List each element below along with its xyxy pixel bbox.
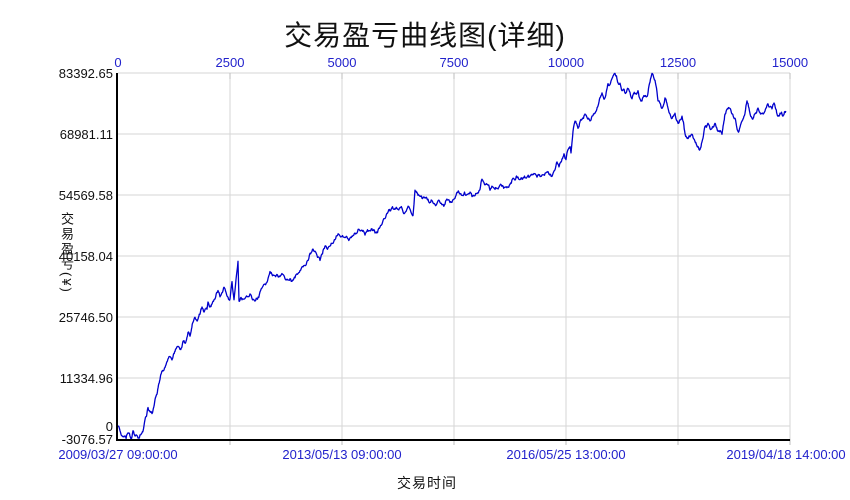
bottom-axis-date-label: 2013/05/13 09:00:00 [282, 447, 402, 462]
x-axis-title: 交易时间 [397, 475, 457, 491]
top-axis-tick-label: 5000 [327, 55, 357, 70]
bottom-axis-date-label: 2019/04/18 14:00:00 [726, 447, 846, 462]
top-axis-tick-label: 10000 [547, 55, 585, 70]
top-axis-tick-label: 15000 [771, 55, 809, 70]
chart-title: 交易盈亏曲线图(详细) [284, 20, 566, 51]
y-axis-title: 交易盈亏(¥) [59, 212, 74, 294]
profit-loss-curve [117, 72, 787, 440]
y-axis-tick-label: 25746.50 [58, 310, 113, 325]
y-axis-tick-label: 68981.11 [59, 127, 113, 142]
top-axis-tick-label: 2500 [215, 55, 245, 70]
y-axis-tick-label: 40158.04 [58, 249, 113, 264]
y-axis-tick-label: -3076.57 [61, 432, 113, 447]
top-axis-tick-label: 0 [114, 55, 122, 70]
y-axis-tick-label: 83392.65 [58, 66, 113, 81]
bottom-axis-date-label: 2016/05/25 13:00:00 [506, 447, 626, 462]
y-axis-tick-label: 0 [105, 418, 113, 434]
bottom-axis-date-label: 2009/03/27 09:00:00 [58, 447, 178, 462]
top-axis-tick-label: 12500 [659, 55, 697, 70]
y-axis-tick-label: 11334.96 [59, 371, 113, 386]
top-axis-tick-label: 7500 [439, 55, 469, 70]
y-axis-tick-label: 54569.58 [58, 187, 113, 203]
